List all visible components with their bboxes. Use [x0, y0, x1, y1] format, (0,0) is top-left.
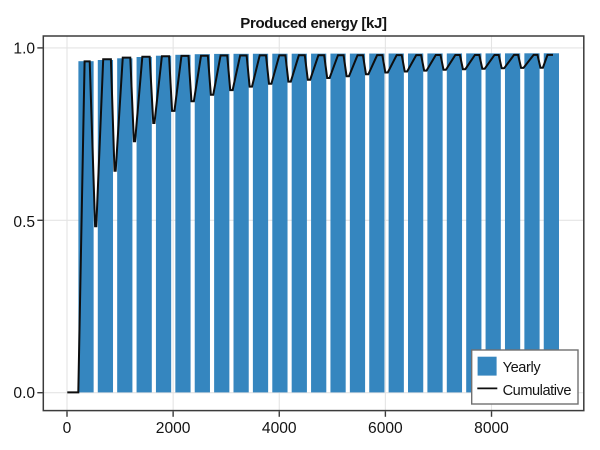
svg-text:4000: 4000 — [262, 420, 297, 437]
svg-text:0.0: 0.0 — [13, 385, 35, 402]
svg-text:1.0: 1.0 — [13, 41, 35, 58]
svg-text:Yearly: Yearly — [503, 360, 542, 376]
svg-text:0.5: 0.5 — [13, 214, 35, 231]
svg-text:6000: 6000 — [368, 420, 403, 437]
svg-text:Cumulative: Cumulative — [503, 383, 572, 399]
svg-text:Produced energy [kJ]: Produced energy [kJ] — [240, 15, 387, 32]
svg-text:2000: 2000 — [156, 420, 191, 437]
svg-text:8000: 8000 — [474, 420, 509, 437]
svg-text:0: 0 — [63, 420, 72, 437]
